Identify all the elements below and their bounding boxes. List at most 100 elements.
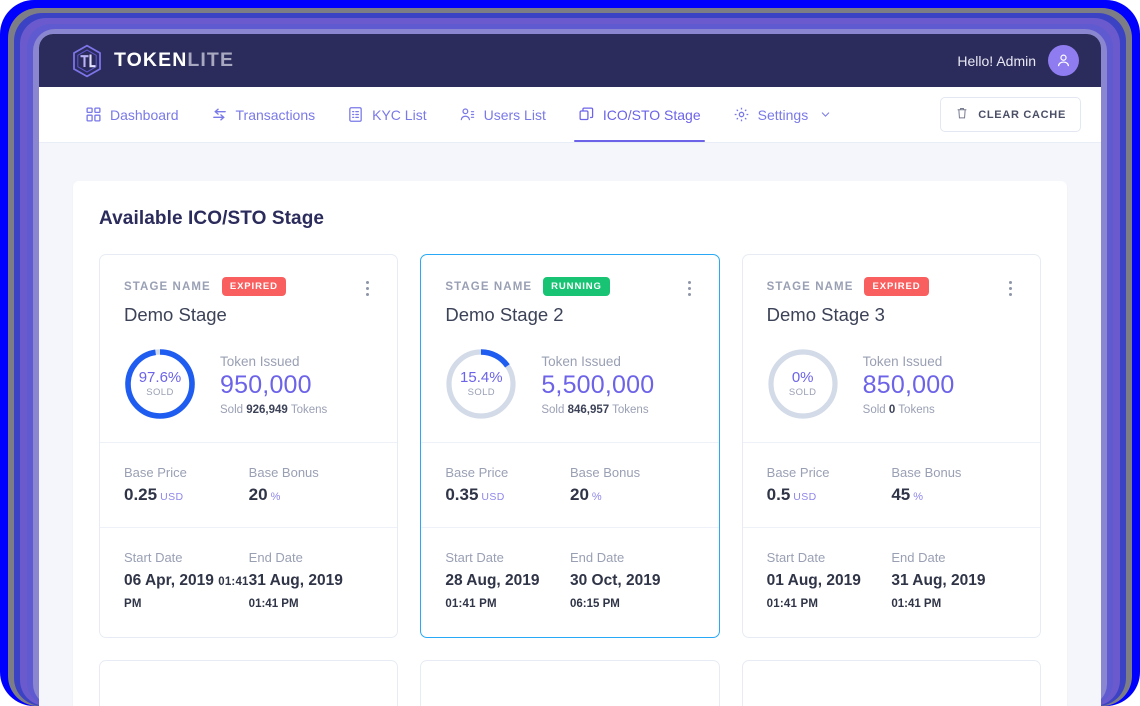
- stage-card-pricing: Base Price 0.5 USD Base Bonus 45%: [742, 442, 1040, 527]
- sold-prefix: Sold: [541, 404, 565, 416]
- sold-percent: 15.4%: [460, 369, 503, 387]
- base-price-unit: USD: [160, 491, 184, 503]
- stage-card-partial[interactable]: [741, 659, 1041, 706]
- nav-label-settings: Settings: [757, 106, 809, 123]
- base-price-unit: USD: [793, 491, 817, 503]
- start-time-text: 01:41 PM: [445, 598, 497, 611]
- nav-item-kyc-list[interactable]: KYC List: [331, 87, 442, 142]
- exchange-arrows-icon: [211, 106, 228, 123]
- document-list-icon: [347, 106, 364, 123]
- sold-progress-donut: 97.6% SOLD: [124, 348, 196, 420]
- sold-caption: SOLD: [788, 386, 817, 398]
- sold-suffix: Tokens: [612, 404, 649, 416]
- brand-lite-text: LITE: [187, 49, 235, 71]
- clear-cache-button[interactable]: CLEAR CACHE: [940, 97, 1081, 132]
- base-bonus-number: 45: [891, 485, 911, 504]
- nav-item-transactions[interactable]: Transactions: [195, 87, 332, 142]
- kebab-menu-icon[interactable]: [684, 277, 695, 300]
- end-date-block: End Date 30 Oct, 2019 06:15 PM: [570, 550, 695, 615]
- avatar[interactable]: [1048, 45, 1079, 76]
- end-time-text: 01:41 PM: [248, 598, 299, 611]
- stage-card-header: STAGE NAME RUNNING Demo Stage 2: [445, 277, 694, 326]
- donut-center-text: 15.4% SOLD: [445, 348, 517, 420]
- stage-identity: STAGE NAME EXPIRED Demo Stage 3: [767, 277, 929, 326]
- base-bonus-value: 45%: [891, 485, 1016, 505]
- stage-card[interactable]: STAGE NAME EXPIRED Demo Stage 3 0% SOLD Token…: [741, 254, 1041, 638]
- stage-card-grid: STAGE NAME EXPIRED Demo Stage 97.6% SOLD Toke…: [99, 254, 1041, 638]
- end-date-label: End Date: [891, 550, 946, 565]
- nav-label-users-list: Users List: [483, 106, 546, 123]
- stage-card-partial[interactable]: [420, 659, 720, 706]
- start-date-text: 01 Aug, 2019: [766, 572, 861, 589]
- token-block: Token Issued 5,500,000 Sold 846,957 Tokens: [541, 352, 654, 416]
- base-price-label: Base Price: [445, 465, 509, 480]
- base-price-label: Base Price: [124, 465, 187, 480]
- stage-name-label: STAGE NAME: [124, 280, 211, 293]
- stage-stats-row: 15.4% SOLD Token Issued 5,500,000 Sold 846,9…: [445, 348, 694, 420]
- sold-percent: 97.6%: [138, 369, 182, 387]
- stage-card[interactable]: STAGE NAME RUNNING Demo Stage 2 15.4% SOLD To…: [420, 254, 720, 638]
- stage-name-value: Demo Stage 3: [766, 304, 885, 325]
- stage-name-value: Demo Stage 2: [445, 304, 564, 325]
- token-issued-label: Token Issued: [862, 354, 943, 369]
- base-price-block: Base Price 0.35 USD: [445, 465, 570, 505]
- user-list-icon: [459, 106, 476, 123]
- base-bonus-unit: %: [591, 491, 603, 503]
- nav-label-transactions: Transactions: [235, 106, 316, 123]
- token-block: Token Issued 850,000 Sold 0 Tokens: [863, 352, 955, 416]
- stage-card-header: STAGE NAME EXPIRED Demo Stage 3: [767, 277, 1016, 326]
- donut-center-text: 0% SOLD: [767, 348, 839, 420]
- base-bonus-unit: %: [913, 491, 924, 503]
- kebab-menu-icon[interactable]: [1005, 277, 1016, 300]
- end-time-text: 06:15 PM: [570, 598, 620, 611]
- start-time-text: 01:41 PM: [766, 598, 819, 611]
- tokens-sold-line: Sold 846,957 Tokens: [541, 404, 654, 416]
- stage-card-partial[interactable]: [99, 659, 399, 706]
- stage-label-row: STAGE NAME EXPIRED: [767, 277, 929, 296]
- stage-card[interactable]: STAGE NAME EXPIRED Demo Stage 97.6% SOLD Toke…: [99, 254, 399, 638]
- stage-card-header: STAGE NAME EXPIRED Demo Stage: [124, 277, 373, 326]
- main-navigation: Dashboard Transactions: [39, 87, 1101, 143]
- nav-item-dashboard[interactable]: Dashboard: [69, 87, 195, 142]
- nav-label-dashboard: Dashboard: [110, 106, 179, 123]
- brand-wordmark: TOKENLITE: [114, 49, 234, 72]
- token-issued-value: 850,000: [862, 371, 955, 399]
- sold-prefix: Sold: [862, 404, 886, 416]
- stage-card-dates: Start Date 28 Aug, 2019 01:41 PM End Date 3…: [421, 527, 719, 637]
- start-date-block: Start Date 06 Apr, 2019 01:41 PM: [124, 550, 249, 615]
- base-price-value: 0.5 USD: [767, 485, 892, 505]
- top-bar: TOKENLITE Hello! Admin: [39, 34, 1101, 87]
- end-date-value: 31 Aug, 2019 01:41 PM: [249, 570, 374, 615]
- end-date-block: End Date 31 Aug, 2019 01:41 PM: [891, 550, 1016, 615]
- chevron-down-icon: [820, 107, 831, 123]
- token-issued-value: 5,500,000: [541, 371, 655, 399]
- tokens-sold-value: 926,949: [246, 404, 288, 416]
- sold-caption: SOLD: [146, 386, 174, 398]
- start-time-text: 01:41 PM: [124, 576, 249, 611]
- end-time-text: 01:41 PM: [891, 598, 942, 611]
- start-date-label: Start Date: [124, 550, 183, 565]
- app-window: TOKENLITE Hello! Admin: [39, 34, 1101, 706]
- nav-item-ico-sto-stage[interactable]: ICO/STO Stage: [562, 87, 717, 142]
- donut-center-text: 97.6% SOLD: [124, 348, 196, 420]
- start-date-value: 01 Aug, 2019 01:41 PM: [767, 570, 892, 615]
- sold-prefix: Sold: [220, 404, 244, 416]
- end-date-label: End Date: [570, 550, 625, 565]
- kebab-menu-icon[interactable]: [362, 277, 373, 300]
- tokens-sold-value: 846,957: [567, 404, 610, 416]
- start-date-text: 06 Apr, 2019: [124, 572, 214, 589]
- gear-icon: [733, 106, 750, 123]
- sold-progress-donut: 15.4% SOLD: [445, 348, 517, 420]
- token-issued-label: Token Issued: [541, 354, 621, 369]
- user-menu[interactable]: Hello! Admin: [957, 45, 1079, 76]
- nav-item-settings[interactable]: Settings: [717, 87, 848, 142]
- coins-stack-icon: [578, 106, 595, 123]
- base-price-number: 0.5: [766, 485, 791, 504]
- nav-item-users-list[interactable]: Users List: [443, 87, 562, 142]
- nav-label-kyc-list: KYC List: [372, 106, 427, 123]
- stage-card-grid-row-2: [99, 659, 1041, 706]
- brand-logo[interactable]: TOKENLITE: [71, 44, 234, 78]
- nav-items: Dashboard Transactions: [69, 87, 847, 142]
- base-price-label: Base Price: [766, 465, 830, 480]
- base-bonus-label: Base Bonus: [570, 465, 641, 480]
